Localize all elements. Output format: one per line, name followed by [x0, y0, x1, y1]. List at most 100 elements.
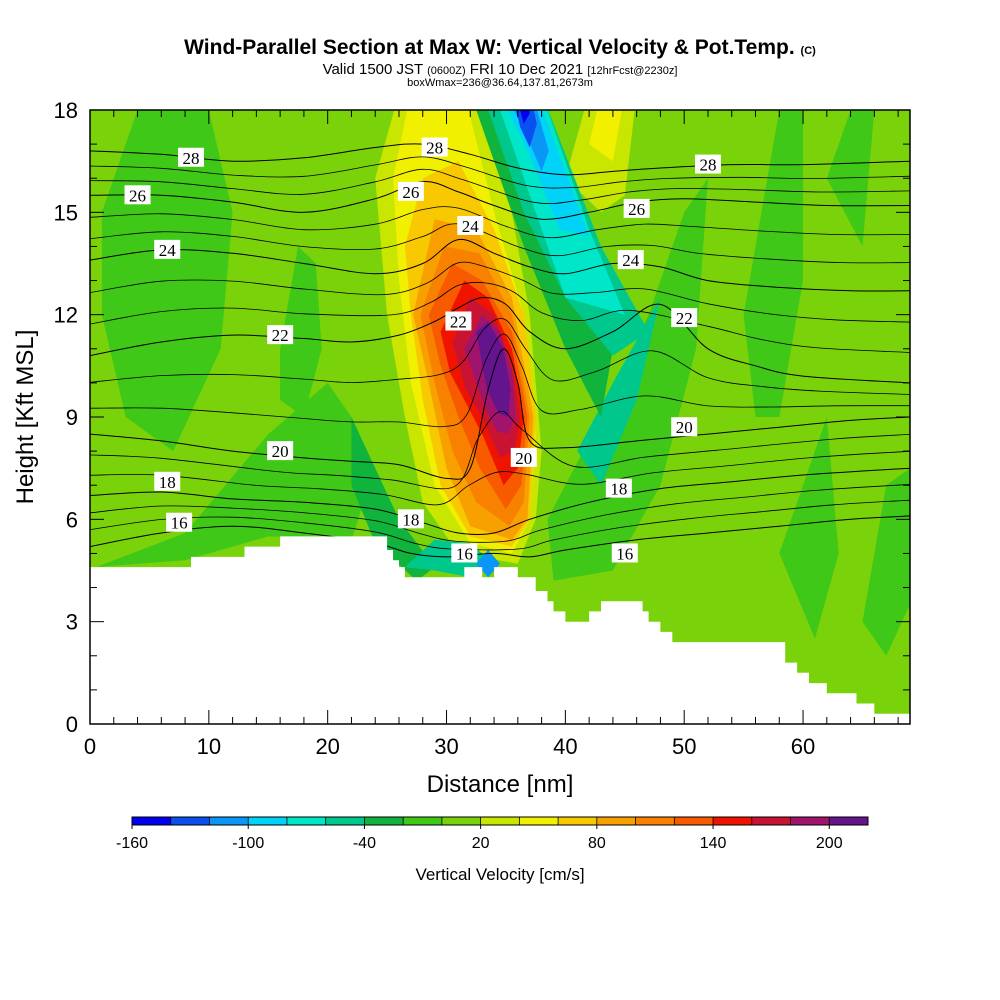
contour-label-18: 18 [610, 480, 627, 499]
contour-label-19: 16 [616, 544, 633, 563]
colorbar-swatch-4 [286, 817, 327, 825]
theta-contour-minor-4-0 [90, 223, 910, 264]
valid-utc: (0600Z) [427, 65, 466, 77]
contour-label-13: 16 [456, 544, 473, 563]
contour-label-0: 16 [171, 514, 188, 533]
velocity-field [95, 110, 910, 656]
contour-label-box-2 [267, 441, 294, 461]
contour-label-box-11 [510, 447, 537, 467]
colorbar-swatch-10 [519, 817, 559, 825]
terrain [90, 536, 910, 724]
contour-label-box-8 [397, 181, 424, 201]
colorbar-frame [131, 816, 869, 826]
contour-label-box-6 [178, 147, 205, 167]
theta-contour-minor-1-0 [90, 450, 910, 506]
chart-subtitle: Valid 1500 JST (0600Z) FRI 10 Dec 2021 [… [0, 61, 1000, 78]
theta-contour-minor-3-1 [90, 261, 910, 323]
contour-label-box-9 [457, 215, 484, 235]
velocity-region-8 [351, 417, 435, 581]
y-tick-label: 9 [66, 405, 78, 430]
theta-contour-minor-5-1 [90, 156, 910, 189]
contour-label-6: 28 [183, 149, 200, 168]
velocity-region-2 [280, 246, 322, 417]
x-tick-label: 20 [315, 734, 339, 759]
contour-label-15: 24 [622, 251, 640, 270]
y-tick-label: 3 [66, 610, 78, 635]
colorbar-swatch-16 [751, 817, 791, 825]
velocity-region-22 [476, 110, 613, 417]
contour-label-8: 26 [402, 183, 419, 202]
y-tick-label: 0 [66, 712, 78, 737]
chart-title: Wind-Parallel Section at Max W: Vertical… [0, 36, 1000, 60]
x-tick-label: 40 [553, 734, 577, 759]
contour-label-box-0 [166, 512, 193, 532]
x-tick-label: 30 [434, 734, 458, 759]
colorbar-swatch-11 [558, 817, 598, 825]
y-tick-label: 18 [54, 98, 78, 123]
contour-label-11: 20 [515, 449, 532, 468]
theta-contour-26 [90, 181, 910, 220]
colorbar-tick-label: -100 [232, 835, 264, 852]
colorbar-tick-label: 80 [588, 835, 606, 852]
contour-label-box-5 [124, 185, 151, 205]
contour-label-box-14 [623, 198, 650, 218]
theta-contour-minor-5-0 [90, 168, 910, 205]
theta-contour-28 [90, 143, 910, 176]
contour-label-12: 18 [402, 510, 419, 529]
chart-title-text: Wind-Parallel Section at Max W: Vertical… [184, 36, 795, 59]
colorbar-swatch-6 [364, 817, 404, 825]
y-tick-label: 12 [54, 303, 78, 328]
contour-label-20: 28 [699, 156, 716, 175]
theta-contour-minor-3-0 [90, 282, 910, 353]
contour-label-4: 24 [159, 241, 177, 260]
contour-label-box-1 [154, 471, 181, 491]
contour-label-box-17 [671, 417, 698, 437]
theta-contour-24 [90, 239, 910, 292]
title-suffix: (C) [800, 45, 816, 57]
colorbar-swatch-7 [403, 817, 443, 825]
y-axis-label: Height [Kft MSL] [12, 330, 39, 505]
theta-contour-minor-0-1 [90, 484, 910, 543]
forecast-info: [12hrFcst@2230z] [587, 65, 678, 77]
colorbar-swatch-2 [209, 817, 249, 825]
y-tick-label: 6 [66, 507, 78, 532]
contour-label-1: 18 [159, 473, 176, 492]
velocity-region-9 [577, 297, 661, 486]
plot-area [90, 110, 910, 724]
colorbar-tick-label: -160 [116, 835, 148, 852]
colorbar-swatch-12 [596, 817, 636, 825]
contour-label-box-19 [611, 543, 638, 563]
x-axis-label: Distance [nm] [427, 771, 574, 798]
theta-contour-minor-2-1 [90, 318, 910, 395]
velocity-region-27 [516, 110, 537, 148]
colorbar-swatch-8 [441, 817, 482, 825]
colorbar-swatch-5 [325, 817, 365, 825]
contour-label-box-15 [617, 250, 644, 270]
contour-label-box-12 [397, 509, 424, 529]
contour-label-box-4 [154, 239, 181, 259]
contour-label-box-20 [694, 154, 721, 174]
velocity-region-5 [779, 417, 839, 639]
velocity-region-4 [743, 110, 803, 417]
colorbar-swatch-18 [829, 817, 869, 825]
contour-label-16: 22 [676, 309, 693, 328]
theta-contour-minor-2-0 [90, 333, 910, 428]
velocity-region-0 [95, 382, 376, 568]
colorbar-swatch-17 [790, 817, 830, 825]
colorbar-tick-label: 140 [700, 835, 727, 852]
theta-contour-minor-0-0 [90, 499, 910, 551]
contour-labels: 16 18 20 22 24 26 28 28 26 24 22 20 18 16 26 24 22 20 18 16… [124, 137, 721, 563]
theta-contour-18 [90, 467, 910, 535]
colorbar-tick-label: 200 [816, 835, 843, 852]
velocity-region-28 [520, 110, 530, 124]
y-tick-label: 15 [54, 200, 78, 225]
contour-label-box-18 [605, 478, 632, 498]
contour-label-17: 20 [676, 418, 693, 437]
x-tick-label: 50 [672, 734, 696, 759]
contour-label-box-16 [671, 308, 698, 328]
theta-contour-minor-4-1 [90, 206, 910, 239]
contour-label-14: 26 [628, 200, 645, 219]
colorbar-swatch-0 [132, 817, 172, 825]
contour-label-5: 26 [129, 186, 146, 205]
